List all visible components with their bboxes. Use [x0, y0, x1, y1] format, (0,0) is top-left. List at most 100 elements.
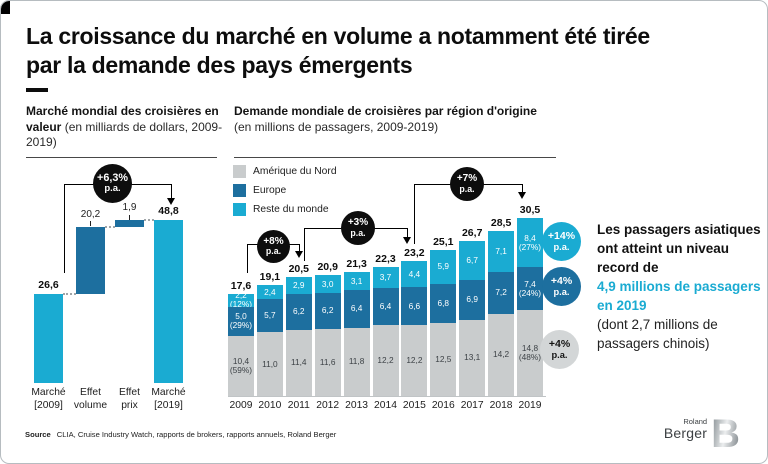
stacked-bar-2015: 4,4 6,6 12,2 [401, 261, 428, 396]
waterfall-value-label: 26,6 [38, 279, 59, 292]
legend-swatch-north-america [233, 165, 246, 178]
segment-value-label: 3,7 [379, 271, 392, 282]
segment-am-rique-du-nord-2012: 11,6 [314, 328, 341, 396]
stacked-bar-2017: 6,7 6,9 13,1 [459, 241, 486, 396]
segment-value-label: 6,7 [466, 254, 478, 265]
segment-value-label: 7,2 [495, 287, 507, 298]
growth-unit: p.a. [265, 246, 282, 256]
segment-value-label: 6,8 [437, 298, 450, 309]
page-title-line2: par la demande des pays émergents [26, 52, 413, 78]
legend-item-north-america: Amérique du Nord [233, 165, 337, 178]
stacked-total-label: 26,7 [461, 227, 483, 240]
right-chart-baseline [228, 396, 546, 397]
waterfall-value-label: 20,2 [80, 208, 101, 220]
waterfall-bar-effet-2 [115, 220, 144, 227]
badge-europe-growth: +4% p.a. [542, 267, 581, 306]
stacked-bar-2014: 3,7 6,4 12,2 [372, 266, 399, 396]
waterfall-growth-unit: p.a. [104, 183, 121, 195]
stacked-bar-2009: 2,2 (12%) 5,0 (29%) 10,4 (59%) [228, 291, 254, 396]
stacked-bar-2019: 8,4 (27%) 7,4 (24%) 14,8 (48%) [517, 218, 543, 396]
page-title: La croissance du marché en volume a nota… [26, 22, 741, 80]
waterfall-growth-annotation: +6,3% p.a. [93, 164, 132, 203]
segment-value-label: 3,1 [350, 275, 363, 286]
corner-mark [1, 1, 10, 14]
waterfall-connector [105, 225, 115, 228]
waterfall-label-tick [129, 214, 130, 220]
segment-value-label: 8,4 (27%) [518, 232, 542, 252]
waterfall-growth-value: +6,3% [97, 171, 128, 184]
segment-value-label: 5,9 [437, 261, 450, 272]
bracket-2015-2019 [522, 184, 524, 193]
stacked-bar-2013: 3,1 6,4 11,8 [343, 272, 370, 396]
x-axis-label-2009: 2009 [229, 400, 253, 411]
stacked-total-label: 22,3 [375, 252, 396, 265]
segment-reste-du-monde-2019: 8,4 (27%) [517, 218, 543, 268]
legend-swatch-rest-of-world [233, 203, 246, 216]
segment-value-label: 11,8 [348, 356, 365, 367]
segment-am-rique-du-nord-2015: 12,2 [401, 325, 428, 396]
source-line: Source CLIA, Cruise Industry Watch, rappo… [25, 430, 336, 439]
bracket-2015-2019-arrow [518, 192, 527, 199]
waterfall-bar-marché-0 [34, 294, 63, 383]
segment-europe-2018: 7,2 [488, 271, 515, 314]
logo-roland: Roland [683, 417, 708, 426]
x-axis-label-2015: 2015 [402, 400, 426, 411]
title-underline [26, 88, 48, 92]
growth-unit: p.a. [459, 183, 475, 194]
waterfall-category-label: Effet prix [119, 387, 140, 411]
segment-value-label: 11,6 [319, 356, 336, 367]
growth-value: +3% [347, 217, 369, 228]
segment-europe-2019: 7,4 (24%) [517, 267, 543, 311]
badge-unit: p.a. [553, 287, 570, 297]
waterfall-value-label: 1,9 [122, 202, 137, 214]
segment-value-label: 6,2 [321, 305, 334, 316]
growth-unit: p.a. [350, 227, 366, 238]
segment-value-label: 11,0 [262, 358, 278, 369]
segment-am-rique-du-nord-2018: 14,2 [488, 313, 515, 396]
waterfall-bar-marché-3 [154, 219, 183, 383]
segment-europe-2010: 5,7 [256, 299, 283, 333]
waterfall-connector [63, 293, 76, 296]
logo-b-icon: B [711, 412, 740, 456]
segment-value-label: 12,5 [435, 354, 452, 365]
left-chart-heading-rest: (en milliards de dollars, 2009-2019) [26, 119, 223, 150]
legend-label-europe: Europe [253, 185, 287, 196]
waterfall-bracket-arrow [167, 198, 176, 205]
segment-reste-du-monde-2018: 7,1 [488, 230, 515, 272]
badge-value: +4% [548, 338, 571, 350]
legend: Amérique du Nord Europe Reste du monde [233, 165, 337, 222]
segment-reste-du-monde-2012: 3,0 [314, 275, 341, 293]
x-axis-label-2013: 2013 [345, 400, 369, 411]
waterfall-bracket-line [171, 184, 173, 198]
segment-reste-du-monde-2016: 5,9 [430, 249, 457, 284]
segment-value-label: 5,7 [264, 310, 276, 321]
callout-detail: (dont 2,7 millions de passagers chinois) [597, 317, 718, 351]
segment-reste-du-monde-2015: 4,4 [401, 261, 428, 287]
callout-text: Les passagers asiatiques ont atteint un … [597, 222, 761, 275]
segment-am-rique-du-nord-2010: 11,0 [256, 332, 283, 396]
segment-value-label: 6,4 [350, 303, 363, 314]
stacked-total-label: 19,1 [259, 271, 281, 284]
segment-europe-2012: 6,2 [314, 292, 341, 329]
waterfall-value-label: 48,8 [158, 204, 179, 217]
growth-annotation-2009-2011: +8% p.a. [257, 230, 290, 263]
stacked-bar-2010: 2,4 5,7 11,0 [256, 285, 283, 396]
x-axis-label-2014: 2014 [374, 400, 397, 411]
stacked-bar-2011: 2,9 6,2 11,4 [285, 277, 312, 396]
segment-am-rique-du-nord-2019: 14,8 (48%) [517, 310, 543, 396]
segment-value-label: 6,6 [408, 300, 421, 311]
badge-value: +4% [550, 275, 573, 287]
logo-wordmark: Roland Berger [664, 418, 707, 450]
waterfall-bar-effet-1 [76, 226, 105, 295]
bracket-2011-2015-arrow [403, 237, 412, 244]
bracket-2009-2011-arrow [295, 251, 304, 258]
segment-value-label: 4,4 [408, 268, 421, 279]
segment-value-label: 2,4 [264, 286, 276, 297]
stacked-total-label: 23,2 [404, 247, 425, 260]
source-text: CLIA, Cruise Industry Watch, rapports de… [56, 430, 337, 439]
growth-annotation-2015-2019: +7% p.a. [450, 167, 484, 201]
bracket-2011-2015 [407, 228, 409, 238]
segment-reste-du-monde-2011: 2,9 [285, 277, 312, 294]
segment-am-rique-du-nord-2017: 13,1 [459, 319, 486, 396]
